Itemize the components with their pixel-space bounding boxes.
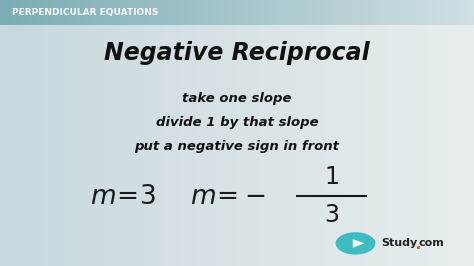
Circle shape (336, 232, 375, 255)
Text: $\mathit{m}\!=\!-$: $\mathit{m}\!=\!-$ (190, 184, 265, 210)
Text: take one slope: take one slope (182, 92, 292, 105)
Text: PERPENDICULAR EQUATIONS: PERPENDICULAR EQUATIONS (12, 8, 158, 17)
Text: com: com (419, 238, 444, 248)
Text: Negative Reciprocal: Negative Reciprocal (104, 41, 370, 65)
Polygon shape (353, 239, 365, 248)
Text: .: . (414, 235, 421, 253)
Text: $\mathit{m}\!=\!3$: $\mathit{m}\!=\!3$ (90, 184, 156, 210)
Text: divide 1 by that slope: divide 1 by that slope (155, 116, 319, 129)
Text: $3$: $3$ (324, 203, 339, 227)
Text: Study: Study (382, 238, 418, 248)
Text: $1$: $1$ (324, 165, 339, 189)
Text: put a negative sign in front: put a negative sign in front (135, 140, 339, 153)
